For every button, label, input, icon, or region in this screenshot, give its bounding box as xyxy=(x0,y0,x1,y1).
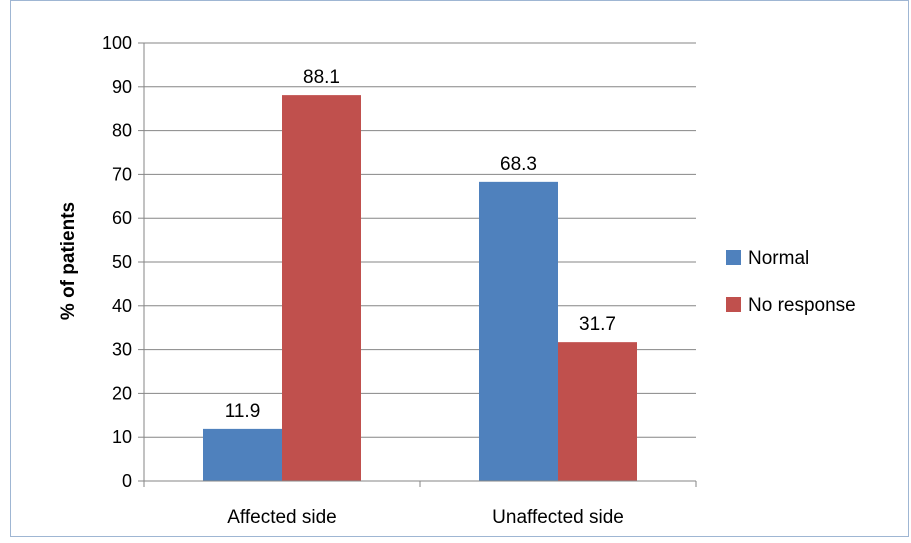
legend-swatch xyxy=(726,250,741,265)
y-axis-ticks: 0 10 20 30 40 50 60 70 80 90 100 xyxy=(102,33,144,491)
x-category-label: Affected side xyxy=(227,507,337,528)
y-tick-label: 60 xyxy=(112,208,132,228)
chart-frame: 0 10 20 30 40 50 60 70 80 90 100 11.9 88.1 68.3 31.7 … xyxy=(10,0,909,537)
bars xyxy=(203,95,637,481)
y-tick-label: 30 xyxy=(112,340,132,360)
y-tick-label: 20 xyxy=(112,383,132,403)
y-tick-label: 40 xyxy=(112,296,132,316)
gridlines xyxy=(144,42,696,438)
y-tick-label: 90 xyxy=(112,77,132,97)
data-label: 31.7 xyxy=(579,314,616,335)
x-category-label: Unaffected side xyxy=(492,507,624,528)
y-tick-label: 50 xyxy=(112,252,132,272)
y-tick-label: 70 xyxy=(112,164,132,184)
data-label: 88.1 xyxy=(303,67,340,88)
bar-no-response xyxy=(558,342,637,481)
legend-label: Normal xyxy=(748,248,809,269)
data-labels: 11.9 88.1 68.3 31.7 xyxy=(225,67,616,422)
legend: Normal No response xyxy=(726,248,856,316)
y-axis-title: % of patients xyxy=(58,202,79,320)
x-axis-categories: Affected side Unaffected side xyxy=(143,481,697,528)
data-label: 68.3 xyxy=(500,154,537,175)
legend-swatch xyxy=(726,297,741,312)
bar-normal xyxy=(479,181,558,481)
legend-label: No response xyxy=(748,295,856,316)
y-tick-label: 0 xyxy=(122,471,132,491)
data-label: 11.9 xyxy=(225,401,261,422)
y-tick-label: 100 xyxy=(102,33,132,53)
y-tick-label: 10 xyxy=(112,427,132,447)
bar-normal xyxy=(203,428,282,481)
y-tick-label: 80 xyxy=(112,121,132,141)
bar-no-response xyxy=(282,95,361,481)
